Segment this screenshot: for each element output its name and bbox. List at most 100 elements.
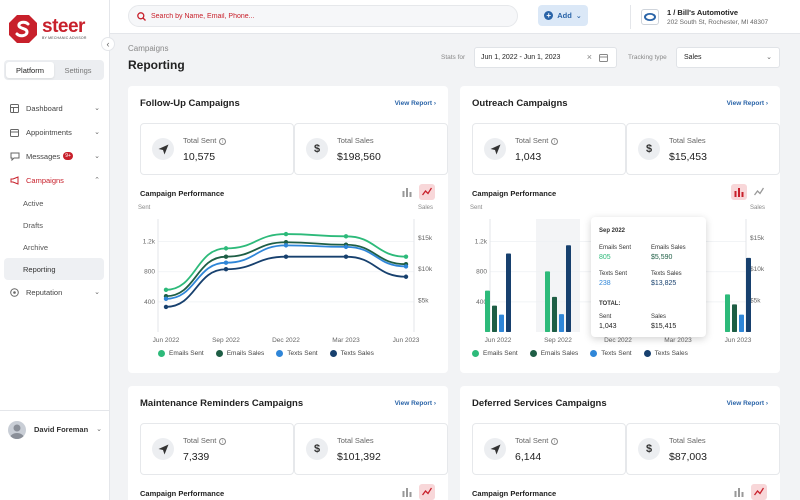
bar-chart-icon: [402, 188, 412, 197]
line-chart-toggle[interactable]: [419, 184, 435, 200]
bar-chart-toggle[interactable]: [731, 184, 747, 200]
series-line: [165, 233, 407, 291]
series-point: [163, 304, 169, 310]
sidebar-subitem-archive[interactable]: Archive: [23, 242, 49, 252]
tracking-type-select[interactable]: Sales ⌄: [676, 47, 780, 68]
settings-tab[interactable]: Settings: [64, 65, 92, 75]
total-sent-label: Total Sent: [515, 136, 549, 145]
sidebar-item-campaigns[interactable]: Campaigns ⌃: [4, 168, 104, 192]
y2-tick-label: $5k: [750, 298, 761, 305]
add-button[interactable]: + Add ⌄: [538, 5, 588, 26]
info-icon[interactable]: i: [551, 438, 559, 445]
info-icon[interactable]: i: [219, 138, 227, 145]
line-chart-toggle[interactable]: [751, 484, 767, 500]
search-icon: [137, 11, 146, 21]
search-input[interactable]: [151, 12, 511, 20]
chevron-down-icon: ⌄: [94, 289, 100, 296]
legend-item[interactable]: Texts Sales: [329, 350, 374, 357]
bar: [559, 314, 564, 332]
legend-item[interactable]: Emails Sent: [158, 350, 204, 357]
tooltip-label: Emails Sales: [651, 245, 686, 251]
sidebar-subitem-drafts[interactable]: Drafts: [23, 220, 44, 230]
x-tick-label: Jun 2023: [393, 337, 420, 344]
collapse-sidebar-button[interactable]: ‹: [101, 37, 115, 51]
bar: [566, 245, 571, 332]
avatar: [8, 420, 26, 439]
legend-item[interactable]: Texts Sent: [276, 350, 318, 357]
view-report-link[interactable]: View Report ›: [394, 400, 436, 407]
chart-tooltip: Sep 2022 Emails Sent 805 Emails Sales $5…: [591, 217, 706, 337]
bar: [499, 314, 504, 332]
legend-item[interactable]: Emails Sales: [215, 350, 264, 357]
shop-name: 1 / Bill's Automotive: [667, 8, 739, 17]
date-range-picker[interactable]: Jun 1, 2022 - Jun 1, 2023 ×: [474, 47, 617, 68]
steer-logo[interactable]: steer BY MECHANIC ADVISOR: [8, 10, 98, 48]
y-axis-title: Sent: [470, 205, 483, 211]
bar: [485, 290, 490, 332]
legend-item[interactable]: Texts Sent: [590, 350, 632, 357]
sidebar-item-dashboard[interactable]: Dashboard ⌄: [4, 96, 104, 120]
total-sales-value: $198,560: [337, 151, 381, 163]
sidebar-item-label: Campaigns: [26, 175, 64, 185]
legend-item[interactable]: Texts Sales: [643, 350, 688, 357]
sidebar-subitem-reporting[interactable]: Reporting: [4, 258, 104, 280]
total-sent-tile: Total Sent i 6,144: [472, 423, 626, 475]
line-chart-toggle[interactable]: [419, 484, 435, 500]
bar-chart-toggle[interactable]: [399, 184, 415, 200]
legend-item[interactable]: Emails Sales: [529, 350, 578, 357]
info-icon[interactable]: i: [551, 138, 559, 145]
tooltip-label: Texts Sent: [599, 271, 628, 277]
hover-highlight: [536, 219, 580, 332]
view-report-link[interactable]: View Report ›: [394, 100, 436, 107]
bar-chart-toggle[interactable]: [731, 484, 747, 500]
dollar-icon: $: [306, 138, 328, 160]
total-sent-tile: Total Sent i 7,339: [140, 423, 294, 475]
line-chart-toggle[interactable]: [751, 184, 767, 200]
tooltip-label: Sales: [651, 314, 667, 320]
bar-chart-icon: [402, 488, 412, 497]
series-point: [283, 243, 289, 248]
sidebar-item-reputation[interactable]: Reputation ⌄: [4, 280, 104, 304]
outreach-card: Outreach Campaigns View Report › Total S…: [460, 86, 780, 373]
view-report-link[interactable]: View Report ›: [726, 100, 768, 107]
bar-chart-toggle[interactable]: [399, 484, 415, 500]
series-line: [165, 241, 407, 298]
shop-logo: [641, 9, 659, 25]
y-tick-label: 400: [476, 299, 487, 306]
sidebar-item-appointments[interactable]: Appointments ⌄: [4, 120, 104, 144]
line-chart-icon: [754, 187, 764, 196]
y2-tick-label: $5k: [418, 298, 429, 305]
chevron-down-icon: ⌄: [96, 426, 102, 433]
tooltip-value: $15,415: [651, 323, 677, 330]
tooltip-value: 238: [599, 280, 611, 287]
x-tick-label: Sep 2022: [212, 337, 240, 344]
view-report-link[interactable]: View Report ›: [726, 400, 768, 407]
card-title: Deferred Services Campaigns: [472, 398, 607, 409]
card-title: Follow-Up Campaigns: [140, 98, 240, 109]
user-menu[interactable]: David Foreman ⌄: [0, 410, 110, 448]
sidebar-subitem-active[interactable]: Active: [23, 198, 44, 208]
sidebar-item-messages[interactable]: Messages 9+ ⌄: [4, 144, 104, 168]
sidebar-nav: Dashboard ⌄ Appointments ⌄ Messages 9+ ⌄…: [4, 96, 104, 304]
page-title: Reporting: [128, 58, 185, 72]
tooltip-value: 805: [599, 254, 611, 261]
sidebar: steer BY MECHANIC ADVISOR Platform Setti…: [0, 0, 110, 500]
breadcrumb[interactable]: Campaigns: [128, 44, 169, 53]
stats-for-label: Stats for: [441, 54, 466, 61]
y2-tick-label: $15k: [418, 235, 433, 242]
x-tick-label: Mar 2023: [332, 337, 360, 344]
total-sent-label: Total Sent: [515, 436, 549, 445]
followup-card: Follow-Up Campaigns View Report › Total …: [128, 86, 448, 373]
info-icon[interactable]: i: [219, 438, 227, 445]
legend-item[interactable]: Emails Sent: [472, 350, 518, 357]
total-sales-value: $87,003: [669, 451, 707, 463]
message-icon: [9, 151, 20, 162]
clear-date-icon[interactable]: ×: [586, 52, 592, 62]
platform-tab[interactable]: Platform: [6, 62, 54, 78]
y-tick-label: 400: [144, 299, 155, 306]
shop-selector[interactable]: 1 / Bill's Automotive 202 South St, Roch…: [630, 5, 768, 29]
x-tick-label: Jun 2022: [153, 337, 180, 344]
bar: [732, 304, 737, 332]
calendar-icon[interactable]: [599, 53, 608, 64]
total-sales-tile: $ Total Sales $87,003: [626, 423, 780, 475]
